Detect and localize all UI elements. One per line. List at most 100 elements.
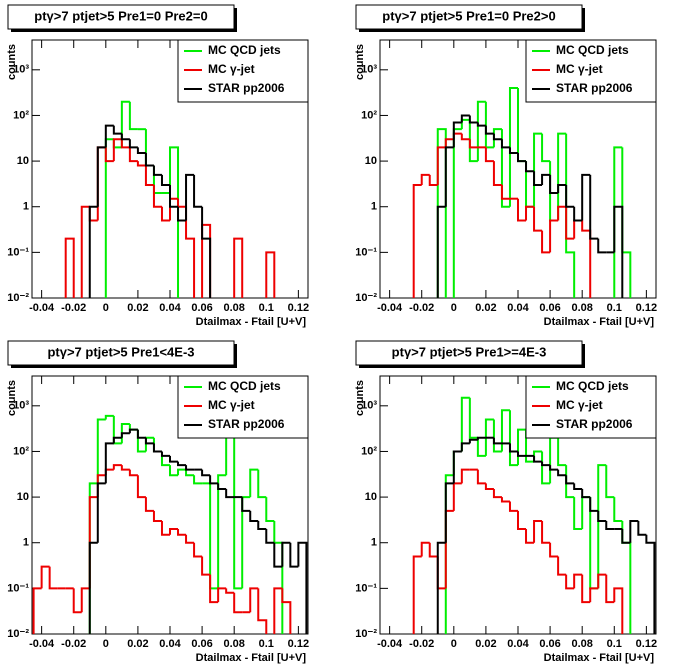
histogram-bin bbox=[257, 469, 267, 499]
y-tick-label: 10 bbox=[365, 491, 377, 503]
histogram-bin bbox=[581, 220, 592, 298]
histogram-bin bbox=[533, 171, 543, 186]
y-axis-label: counts bbox=[354, 380, 366, 416]
histogram-bin bbox=[112, 436, 122, 444]
histogram-bin bbox=[152, 510, 162, 522]
histogram-bin bbox=[476, 436, 486, 440]
histogram-bin bbox=[541, 461, 551, 467]
histogram-bin bbox=[637, 520, 647, 536]
x-axis-label: Dtailmax - Ftail [U+V] bbox=[196, 316, 307, 328]
histogram-bin bbox=[533, 206, 543, 232]
x-tick-label: 0.12 bbox=[288, 638, 309, 650]
y-tick-label: 10⁻² bbox=[355, 292, 377, 304]
histogram-bin bbox=[201, 469, 211, 477]
histogram-bin bbox=[64, 237, 75, 298]
y-tick-label: 10 bbox=[365, 155, 377, 167]
histogram-bin bbox=[460, 468, 470, 484]
histogram-bin bbox=[185, 206, 196, 298]
histogram-bin bbox=[185, 173, 195, 221]
panel: ptγ>7 ptjet>5 Pre1=0 Pre2>0 counts Dtailma… bbox=[354, 4, 657, 328]
histogram-bin bbox=[144, 437, 154, 445]
histogram-bin bbox=[185, 465, 195, 471]
histogram-bin bbox=[128, 147, 138, 163]
panel: ptγ>7 ptjet>5 Pre1<4E-3 counts Dtailmax - … bbox=[6, 340, 309, 664]
histogram-bin bbox=[468, 115, 478, 124]
histogram-bin bbox=[605, 520, 615, 530]
histogram-bin bbox=[96, 146, 106, 207]
histogram-bin bbox=[281, 541, 291, 567]
histogram-bin bbox=[104, 414, 114, 420]
legend-label: STAR pp2006 bbox=[208, 81, 285, 95]
histogram-bin bbox=[201, 556, 211, 576]
histogram-bin bbox=[444, 146, 454, 207]
histogram-bin bbox=[508, 147, 518, 155]
histogram-bin bbox=[72, 588, 82, 614]
histogram-bin bbox=[597, 510, 607, 522]
histogram-bin bbox=[468, 438, 478, 444]
histogram-bin bbox=[541, 230, 551, 254]
histogram-bin bbox=[420, 173, 430, 185]
legend-label: MC γ-jet bbox=[208, 398, 255, 412]
histogram-bin bbox=[128, 469, 138, 477]
histogram-bin bbox=[144, 165, 154, 186]
histogram-bin bbox=[152, 184, 162, 208]
histogram-bin bbox=[525, 161, 535, 173]
histogram-bin bbox=[597, 464, 607, 589]
histogram-bin bbox=[549, 542, 559, 558]
x-tick-label: 0 bbox=[451, 302, 457, 314]
histogram-bin bbox=[517, 153, 527, 163]
x-tick-label: 0.12 bbox=[636, 638, 657, 650]
histogram-bin bbox=[500, 409, 510, 452]
legend-label: STAR pp2006 bbox=[208, 417, 285, 431]
histogram-bin bbox=[549, 465, 559, 471]
x-tick-label: 0.04 bbox=[507, 302, 529, 314]
x-tick-label: 0.08 bbox=[223, 302, 244, 314]
histogram-bin bbox=[88, 541, 98, 634]
histogram-bin bbox=[120, 133, 130, 141]
x-tick-label: 0.06 bbox=[539, 638, 560, 650]
histogram-bin bbox=[533, 519, 543, 543]
x-axis-label: Dtailmax - Ftail [U+V] bbox=[544, 652, 655, 664]
histogram-bin bbox=[436, 146, 446, 185]
histogram-bin bbox=[160, 451, 170, 457]
x-tick-label: 0.02 bbox=[475, 638, 496, 650]
x-tick-label: 0.12 bbox=[636, 302, 657, 314]
histogram-bin bbox=[468, 119, 478, 163]
histogram-bin bbox=[573, 483, 583, 491]
x-tick-label: -0.02 bbox=[61, 638, 86, 650]
histogram-bin bbox=[597, 238, 607, 254]
histogram-bin bbox=[177, 206, 187, 222]
histogram-bin bbox=[144, 497, 154, 512]
histogram-bin bbox=[508, 410, 518, 467]
histogram-bin bbox=[525, 429, 535, 463]
histogram-bin bbox=[500, 129, 510, 208]
legend-label: MC QCD jets bbox=[556, 379, 629, 393]
x-tick-label: 0.04 bbox=[507, 638, 529, 650]
histogram-bin bbox=[48, 566, 58, 590]
histogram-bin bbox=[565, 574, 575, 590]
histogram-bin bbox=[297, 541, 308, 634]
y-axis-label: counts bbox=[354, 44, 366, 80]
histogram-bin bbox=[249, 510, 259, 522]
histogram-bin bbox=[40, 565, 50, 589]
title-box bbox=[355, 4, 583, 30]
chart-title: ptγ>7 ptjet>5 Pre1>=4E-3 bbox=[392, 344, 547, 359]
histogram-bin bbox=[613, 205, 624, 298]
histogram-bin bbox=[241, 497, 251, 512]
histogram-bin bbox=[120, 100, 130, 148]
title-box bbox=[7, 4, 235, 30]
x-tick-label: 0.08 bbox=[571, 302, 592, 314]
histogram-bin bbox=[177, 528, 187, 536]
histogram-bin bbox=[193, 174, 203, 208]
histogram-bin bbox=[573, 497, 583, 530]
x-tick-label: -0.04 bbox=[29, 302, 55, 314]
histogram-bin bbox=[201, 206, 212, 298]
histogram-bin bbox=[460, 133, 470, 141]
histogram-bin bbox=[541, 133, 551, 163]
histogram-bin bbox=[104, 442, 114, 484]
x-tick-label: 0.06 bbox=[191, 638, 212, 650]
legend-label: STAR pp2006 bbox=[556, 81, 633, 95]
histogram-bin bbox=[500, 139, 510, 149]
histogram-bin bbox=[533, 455, 543, 463]
